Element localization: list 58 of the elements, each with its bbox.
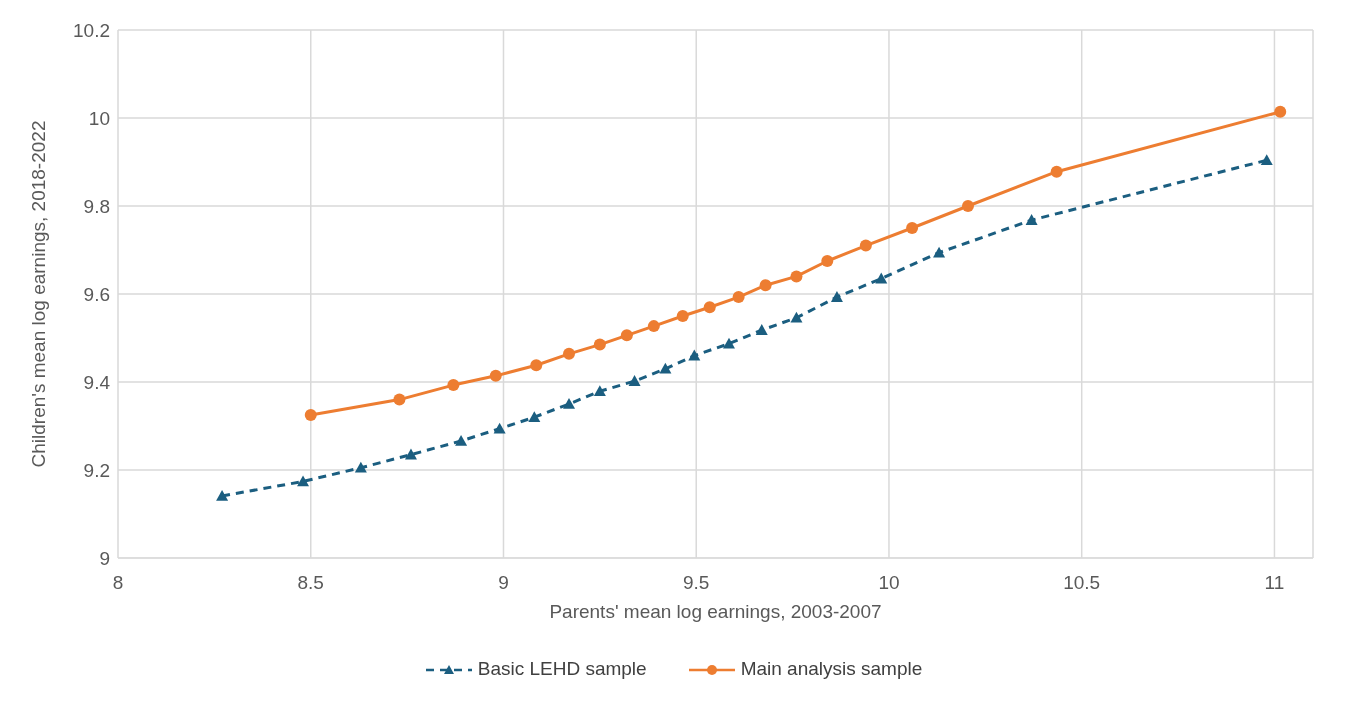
point <box>530 359 543 372</box>
y-tick-label: 10 <box>88 107 110 129</box>
x-tick-label: 9 <box>498 572 509 594</box>
point <box>732 291 745 304</box>
point <box>830 291 843 302</box>
point <box>628 375 641 386</box>
point <box>821 255 834 267</box>
point <box>933 246 946 258</box>
point <box>961 200 974 212</box>
point <box>759 279 772 292</box>
x-tick-label: 8 <box>112 572 124 594</box>
x-tick-label: 11 <box>1264 572 1285 594</box>
legend-label: Basic LEHD sample <box>476 658 647 680</box>
point <box>493 422 506 434</box>
point <box>593 338 606 351</box>
x-axis-title: Parents' mean log earnings, 2003-2007 <box>549 601 882 622</box>
y-tick-label: 9.8 <box>83 195 110 217</box>
point <box>647 320 660 333</box>
point <box>1274 105 1287 118</box>
point <box>297 475 310 487</box>
point <box>455 434 468 446</box>
point <box>676 310 689 322</box>
point <box>563 347 576 360</box>
point <box>659 362 672 374</box>
point <box>859 239 872 252</box>
point <box>354 461 367 473</box>
y-tick-label: 9.2 <box>83 459 110 481</box>
point <box>393 393 406 406</box>
point <box>304 409 317 421</box>
point <box>620 329 633 342</box>
point <box>703 301 716 314</box>
y-tick-label: 9 <box>99 547 110 569</box>
legend-label: Main analysis sample <box>739 658 923 680</box>
point <box>216 489 229 501</box>
point <box>688 349 701 361</box>
x-tick-label: 10 <box>878 572 900 594</box>
x-tick-label: 9.5 <box>683 572 710 594</box>
point <box>755 324 768 335</box>
point <box>906 222 919 234</box>
point <box>489 369 502 382</box>
point <box>875 272 888 284</box>
point <box>447 379 460 392</box>
point <box>1050 165 1063 178</box>
point <box>722 337 735 349</box>
x-tick-label: 8.5 <box>297 572 324 594</box>
point <box>1260 154 1273 166</box>
point <box>593 385 606 397</box>
point <box>1025 214 1038 225</box>
y-tick-label: 10.2 <box>73 19 110 41</box>
point <box>528 411 541 422</box>
point <box>790 311 803 323</box>
x-tick-label: 10.5 <box>1063 572 1101 594</box>
point <box>404 448 417 460</box>
y-tick-label: 9.6 <box>83 283 110 305</box>
y-axis-title: Children's mean log earnings, 2018-2022 <box>27 120 49 468</box>
y-tick-label: 9.4 <box>83 371 111 393</box>
point <box>790 270 803 283</box>
point <box>563 398 576 409</box>
